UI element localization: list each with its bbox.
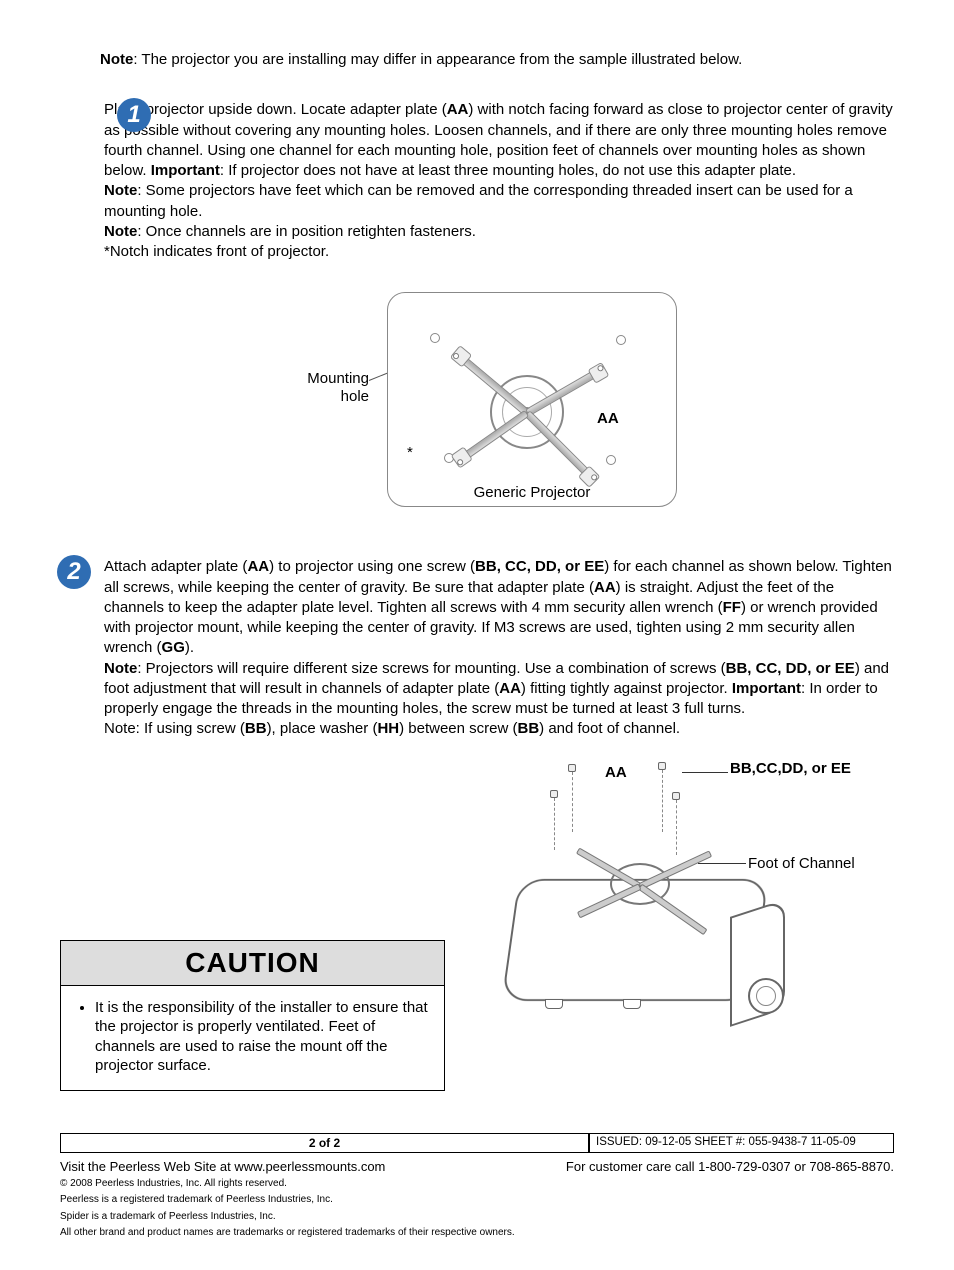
aa-ref: AA — [447, 101, 469, 118]
notch-note: *Notch indicates front of projector. — [104, 243, 329, 260]
screw-line-icon — [554, 798, 555, 850]
projector-feet-icon — [545, 996, 745, 1008]
t: : Projectors will require different size… — [137, 660, 725, 677]
hh-ref: HH — [377, 720, 399, 737]
caution-item: It is the responsibility of the installe… — [95, 998, 430, 1076]
aa-label: AA — [597, 410, 619, 427]
step-1-text: Place projector upside down. Locate adap… — [104, 100, 894, 262]
adapter-plate-icon — [575, 845, 705, 945]
t: : If projector does not have at least th… — [220, 162, 796, 179]
leader-line — [682, 772, 728, 773]
t: ) and foot of channel. — [539, 720, 680, 737]
screws-label: BB,CC,DD, or EE — [730, 760, 851, 778]
bb-ref: BB — [245, 720, 267, 737]
aa-ref: AA — [594, 579, 616, 596]
mounting-hole-label: Mounting hole — [277, 370, 369, 406]
t: : Once channels are in position retighte… — [137, 223, 476, 240]
page-number: 2 of 2 — [60, 1134, 589, 1153]
mount-hole-icon — [606, 455, 616, 465]
screw-icon — [550, 790, 558, 798]
note-text: : The projector you are installing may d… — [133, 51, 742, 68]
issued-info: ISSUED: 09-12-05 SHEET #: 055-9438-7 11-… — [589, 1134, 894, 1153]
trademark-text: Spider is a trademark of Peerless Indust… — [60, 1211, 894, 1224]
screw-icon — [658, 762, 666, 770]
t: ) between screw ( — [399, 720, 517, 737]
figure-1-caption: Generic Projector — [387, 484, 677, 501]
step-2-text: Attach adapter plate (AA) to projector u… — [104, 557, 894, 739]
note-label: Note — [100, 51, 133, 68]
t: Attach adapter plate ( — [104, 558, 247, 575]
screw-line-icon — [662, 770, 663, 832]
adapter-plate-icon — [472, 357, 582, 467]
ff-ref: FF — [723, 599, 741, 616]
intro-note: Note: The projector you are installing m… — [100, 50, 894, 70]
t: ), place washer ( — [267, 720, 378, 737]
t: Note: If using screw ( — [104, 720, 245, 737]
note-label: Note — [104, 182, 137, 199]
page-footer: 2 of 2 ISSUED: 09-12-05 SHEET #: 055-943… — [0, 1133, 954, 1270]
figure-2: AA BB,CC,DD, or EE Foot of Channel — [450, 760, 894, 1050]
website-text: Visit the Peerless Web Site at www.peerl… — [60, 1159, 385, 1174]
note-label: Note — [104, 223, 137, 240]
screw-icon — [568, 764, 576, 772]
caution-body: It is the responsibility of the installe… — [61, 986, 444, 1090]
step-2-bullet: 2 — [57, 555, 91, 589]
bb-ref: BB — [517, 720, 539, 737]
phone-text: For customer care call 1-800-729-0307 or… — [566, 1159, 894, 1174]
note-label: Note — [104, 660, 137, 677]
projector-lens-icon — [748, 978, 784, 1014]
caution-box: CAUTION It is the responsibility of the … — [60, 940, 445, 1091]
mount-hole-icon — [430, 333, 440, 343]
t: ) fitting tightly against projector. — [521, 680, 732, 697]
t: ). — [185, 639, 194, 656]
aa-label: AA — [605, 764, 627, 781]
screws-ref: BB, CC, DD, or EE — [475, 558, 604, 575]
important-label: Important — [732, 680, 801, 697]
aa-ref: AA — [247, 558, 269, 575]
t: : Some projectors have feet which can be… — [104, 182, 853, 219]
t: Place projector upside down. Locate adap… — [104, 101, 447, 118]
mount-hole-icon — [616, 335, 626, 345]
foot-of-channel-label: Foot of Channel — [748, 855, 855, 872]
gg-ref: GG — [162, 639, 185, 656]
important-label: Important — [151, 162, 220, 179]
leader-line — [698, 863, 746, 864]
trademark-text: All other brand and product names are tr… — [60, 1227, 894, 1240]
figure-1: Mounting hole * AA Generic Projector — [277, 292, 677, 507]
screw-line-icon — [572, 772, 573, 832]
aa-ref: AA — [499, 680, 521, 697]
copyright-text: © 2008 Peerless Industries, Inc. All rig… — [60, 1178, 894, 1191]
screw-icon — [672, 792, 680, 800]
trademark-text: Peerless is a registered trademark of Pe… — [60, 1194, 894, 1207]
caution-header: CAUTION — [61, 941, 444, 986]
step-1-bullet: 1 — [117, 98, 151, 132]
screws-ref: BB, CC, DD, or EE — [726, 660, 855, 677]
notch-star: * — [407, 444, 413, 461]
t: ) to projector using one screw ( — [269, 558, 475, 575]
